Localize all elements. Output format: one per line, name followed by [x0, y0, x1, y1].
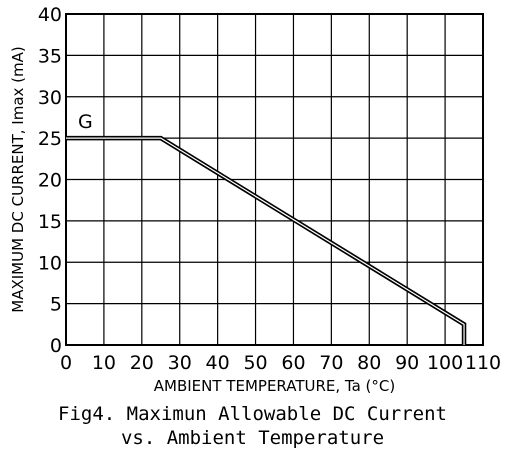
x-axis-label: AMBIENT TEMPERATURE, Ta (°C)	[154, 377, 395, 395]
x-tick-label: 0	[60, 352, 72, 374]
x-tick-label: 10	[92, 352, 116, 374]
x-tick-label: 70	[319, 352, 343, 374]
figure-caption-line-2: vs. Ambient Temperature	[120, 427, 385, 449]
x-tick-label: 110	[465, 352, 501, 374]
series-label: G	[78, 111, 93, 133]
derating-chart: 0 10 20 30 40 50 60 70 80 90 100 110 0 5 10 15 20 25 30 35…	[9, 4, 501, 395]
series-line-G	[66, 135, 467, 345]
series-line-inner-G	[66, 137, 465, 345]
y-tick-label: 40	[38, 4, 62, 26]
x-tick-label: 40	[206, 352, 230, 374]
x-tick-label: 30	[168, 352, 192, 374]
y-tick-label: 20	[38, 170, 62, 192]
x-tick-label: 100	[427, 352, 463, 374]
x-tick-label: 20	[130, 352, 154, 374]
y-axis-label: MAXIMUM DC CURRENT, Imax (mA)	[9, 46, 27, 312]
y-tick-label: 25	[38, 128, 62, 150]
y-tick-label: 30	[38, 87, 62, 109]
y-tick-label: 0	[50, 335, 62, 357]
y-tick-label: 10	[38, 252, 62, 274]
series-layer: G	[66, 111, 467, 345]
y-tick-label: 15	[38, 211, 62, 233]
figure-caption-line-1: Fig4. Maximun Allowable DC Current	[58, 403, 447, 425]
x-tick-label: 60	[281, 352, 305, 374]
x-tick-labels: 0 10 20 30 40 50 60 70 80 90 100 110	[60, 352, 501, 374]
y-tick-labels: 0 5 10 15 20 25 30 35 40	[38, 4, 62, 357]
x-tick-label: 50	[243, 352, 267, 374]
x-tick-label: 90	[395, 352, 419, 374]
plot-frame	[65, 13, 484, 346]
y-tick-label: 35	[38, 45, 62, 67]
y-tick-label: 5	[50, 294, 62, 316]
x-tick-label: 80	[357, 352, 381, 374]
